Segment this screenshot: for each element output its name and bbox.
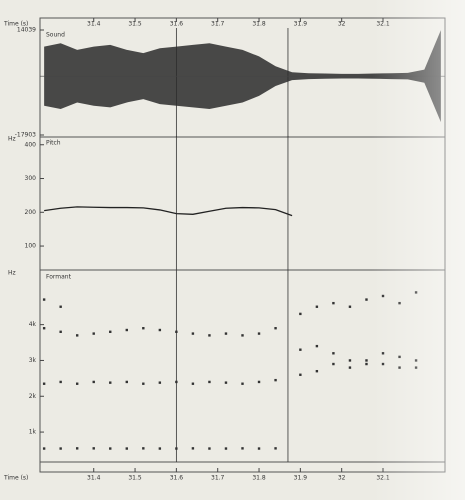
analysis-display: Sound14039-17903Time (s)31.431.531.631.7…	[0, 0, 465, 500]
scan-fade	[0, 0, 465, 500]
